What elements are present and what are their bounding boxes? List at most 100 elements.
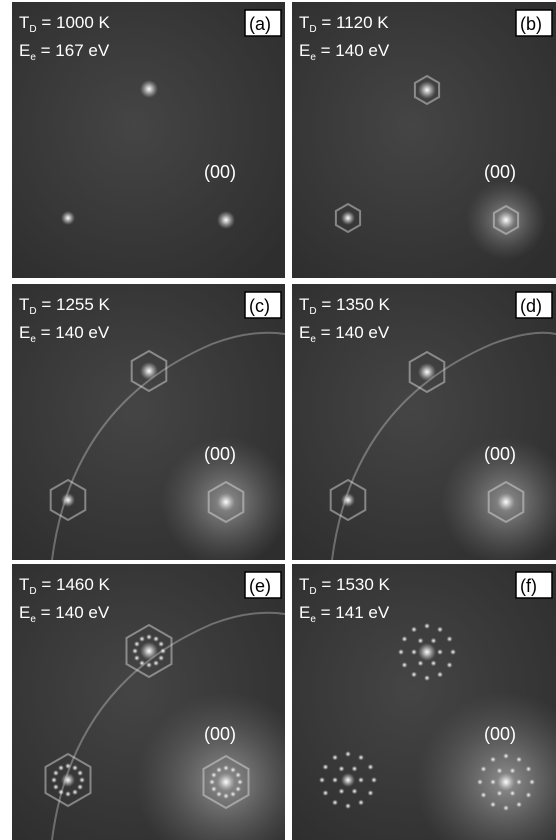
- satellite-spot: [338, 788, 345, 795]
- satellite-spot: [160, 648, 166, 654]
- subscript: e: [310, 614, 316, 625]
- satellite-spot: [338, 765, 345, 772]
- leed-panel: (f) TD = 1530 K Ee = 141 eV (00): [292, 564, 556, 840]
- panel-label: (e): [249, 576, 271, 596]
- value: = 1120 K: [317, 13, 390, 32]
- satellite-spot: [235, 786, 242, 792]
- subscript: e: [30, 614, 36, 625]
- panel-label: (b): [520, 14, 542, 34]
- hexagon: [207, 480, 245, 524]
- ring-arc: [51, 331, 285, 560]
- satellite-spot: [237, 779, 243, 785]
- satellite-spot: [210, 786, 217, 792]
- hexagon: [130, 349, 168, 393]
- leed-panel: (e) TD = 1460 K Ee = 140 eV (00): [12, 564, 285, 840]
- satellite-spot: [158, 641, 165, 647]
- symbol: T: [299, 575, 309, 594]
- satellite-spot: [216, 791, 222, 798]
- satellite-spot: [477, 779, 483, 785]
- satellite-spot: [490, 801, 496, 808]
- symbol: T: [19, 13, 29, 32]
- hexagon: [49, 478, 87, 522]
- spot-label: (00): [484, 444, 516, 464]
- satellite-spot: [146, 634, 152, 640]
- pattern: (d): [292, 284, 556, 560]
- satellite-spot: [223, 793, 229, 799]
- diffraction-spot: [341, 773, 355, 787]
- symbol: T: [299, 13, 309, 32]
- symbol: T: [19, 575, 29, 594]
- satellite-spot: [153, 635, 159, 642]
- satellite-spot: [72, 789, 78, 796]
- satellite-spot: [146, 662, 152, 668]
- pattern: (b): [292, 2, 556, 278]
- diffraction-spot: [140, 80, 158, 98]
- hexagon: [125, 623, 173, 679]
- energy-label: Ee = 140 eV: [19, 323, 110, 345]
- satellite-spot: [529, 779, 535, 785]
- subscript: e: [310, 52, 316, 63]
- diffraction-spot: [497, 773, 515, 791]
- satellite-spot: [72, 764, 78, 771]
- satellite-spot: [430, 637, 437, 644]
- subscript: D: [29, 306, 36, 317]
- panel-label-box: [515, 571, 553, 599]
- value: = 167 eV: [36, 41, 110, 60]
- temperature-label: TD = 1255 K: [19, 295, 111, 317]
- satellite-spot: [516, 756, 522, 763]
- satellite-spot: [424, 623, 430, 629]
- specular-glow: [136, 692, 285, 840]
- satellite-spot: [367, 764, 374, 770]
- diffraction-spot: [418, 81, 436, 99]
- subscript: D: [29, 24, 36, 35]
- temperature-label: TD = 1460 K: [19, 575, 111, 597]
- satellite-spot: [351, 765, 358, 772]
- subscript: e: [30, 334, 36, 345]
- symbol: T: [19, 295, 29, 314]
- pattern: (c): [12, 284, 285, 560]
- satellite-spot: [446, 662, 453, 668]
- satellite-spot: [139, 635, 145, 642]
- symbol: T: [299, 295, 309, 314]
- satellite-spot: [52, 784, 59, 790]
- hexagon: [334, 202, 362, 234]
- energy-label: Ee = 141 eV: [299, 603, 390, 625]
- satellite-spot: [367, 790, 374, 796]
- symbol: E: [299, 323, 310, 342]
- satellite-spot: [216, 766, 222, 773]
- satellite-spot: [480, 766, 487, 772]
- subscript: D: [309, 24, 316, 35]
- temperature-label: TD = 1000 K: [19, 13, 111, 35]
- diffraction-spot: [341, 493, 355, 507]
- diffraction-spot: [61, 493, 75, 507]
- hexagon: [44, 752, 92, 808]
- diffraction-spot: [217, 773, 235, 791]
- panel-label: (a): [249, 14, 271, 34]
- value: = 140 eV: [36, 323, 110, 342]
- leed-panel: (a) TD = 1000 K Ee = 167 eV (00): [12, 2, 285, 278]
- diffraction-spot: [497, 211, 515, 229]
- hexagon: [329, 478, 367, 522]
- satellite-spot: [398, 649, 404, 655]
- satellite-spot: [319, 777, 325, 783]
- satellite-spot: [230, 791, 236, 798]
- symbol: E: [299, 603, 310, 622]
- symbol: E: [19, 603, 30, 622]
- satellite-spot: [52, 770, 59, 776]
- diffraction-spot: [418, 363, 436, 381]
- symbol: E: [19, 323, 30, 342]
- subscript: e: [30, 52, 36, 63]
- satellite-spot: [401, 636, 408, 642]
- panel-label-box: [515, 291, 553, 319]
- value: = 1350 K: [317, 295, 391, 314]
- satellite-spot: [358, 799, 364, 806]
- satellite-spot: [490, 779, 496, 785]
- hexagon: [492, 204, 520, 236]
- satellite-spot: [503, 753, 509, 759]
- panel-label-box: [244, 571, 282, 599]
- satellite-spot: [496, 767, 503, 774]
- satellite-spot: [133, 655, 140, 661]
- satellite-spot: [77, 784, 84, 790]
- diffraction-spot: [61, 773, 75, 787]
